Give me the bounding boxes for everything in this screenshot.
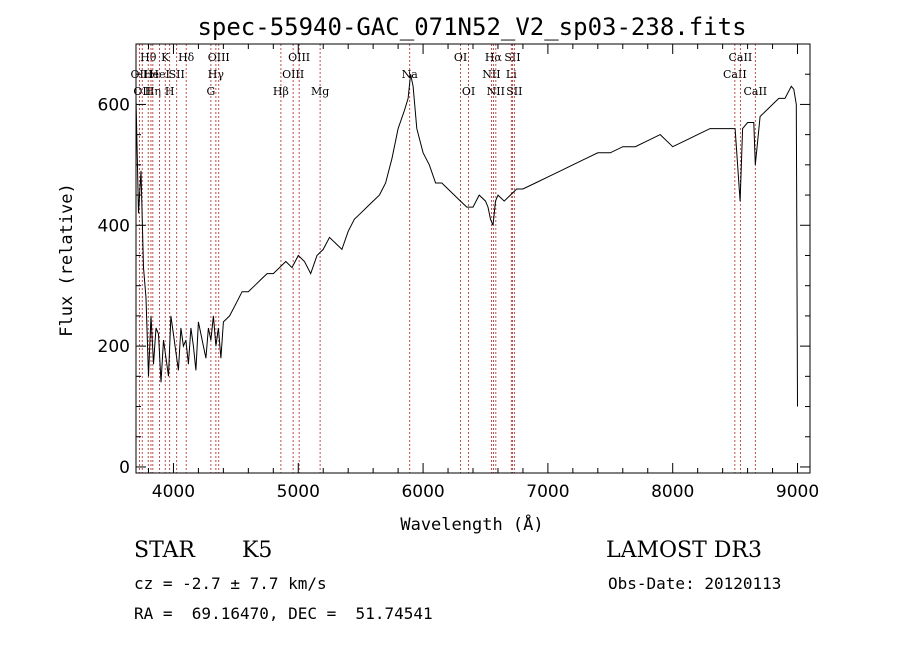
- line-label: Hα: [485, 51, 503, 64]
- line-label: SII: [506, 85, 522, 98]
- chart-title: spec-55940-GAC_071N52_V2_sp03-238.fits: [197, 13, 746, 41]
- line-label: OIII: [208, 51, 230, 64]
- x-tick-label: 6000: [401, 482, 444, 502]
- line-label: K: [161, 51, 170, 64]
- line-label: NII: [487, 85, 505, 98]
- x-tick-label: 8000: [651, 482, 694, 502]
- line-label: Hδ: [178, 51, 195, 64]
- line-label: Hθ: [140, 51, 157, 64]
- survey-name: LAMOST DR3: [606, 538, 762, 563]
- line-label: Li: [506, 68, 517, 81]
- line-label: G: [206, 85, 215, 98]
- y-tick-label: 0: [119, 458, 130, 478]
- line-label: Hβ: [273, 85, 289, 98]
- y-axis-label: Flux (relative): [57, 183, 77, 337]
- ra-dec: RA = 69.16470, DEC = 51.74541: [134, 604, 433, 623]
- redshift-cz: cz = -2.7 ± 7.7 km/s: [134, 574, 327, 593]
- line-label: CaII: [723, 68, 747, 81]
- line-label: OI: [454, 51, 467, 64]
- x-axis-label: Wavelength (Å): [400, 513, 543, 535]
- line-label: OI: [462, 85, 475, 98]
- x-tick-label: 5000: [277, 482, 320, 502]
- spectrum-line: [135, 74, 798, 407]
- line-label: NII: [482, 68, 500, 81]
- plot-frame: [135, 43, 811, 474]
- x-tick-label: 7000: [526, 482, 569, 502]
- line-label: OII: [133, 85, 151, 98]
- line-label: Hη: [145, 85, 161, 98]
- y-tick-label: 600: [98, 95, 130, 115]
- line-label: CaII: [729, 51, 753, 64]
- line-label: He: [143, 68, 159, 81]
- line-label: OIII: [288, 51, 310, 64]
- y-tick-label: 200: [98, 337, 130, 357]
- y-tick-label: 400: [98, 216, 130, 236]
- line-label: SII: [169, 68, 185, 81]
- x-tick-label: 9000: [776, 482, 819, 502]
- line-label: Na: [402, 68, 419, 81]
- line-label: CaII: [743, 85, 767, 98]
- object-subclass: K5: [242, 538, 273, 563]
- line-markers: OIIOIIHθHeHηHeIKHSIIHδGHγOIIIHβOIIIOIIIM…: [131, 44, 767, 473]
- object-class: STAR: [134, 538, 195, 563]
- line-label: OIII: [282, 68, 304, 81]
- axis-ticks: 4000 5000 6000 7000 8000 9000 0 200 400 600: [98, 44, 819, 502]
- line-label: Hγ: [208, 68, 225, 81]
- x-tick-label: 4000: [152, 482, 195, 502]
- obs-date: Obs-Date: 20120113: [608, 574, 782, 593]
- line-label: Mg: [311, 85, 329, 98]
- line-label: H: [165, 85, 175, 98]
- line-label: SII: [504, 51, 520, 64]
- line-label: HeI: [149, 68, 169, 81]
